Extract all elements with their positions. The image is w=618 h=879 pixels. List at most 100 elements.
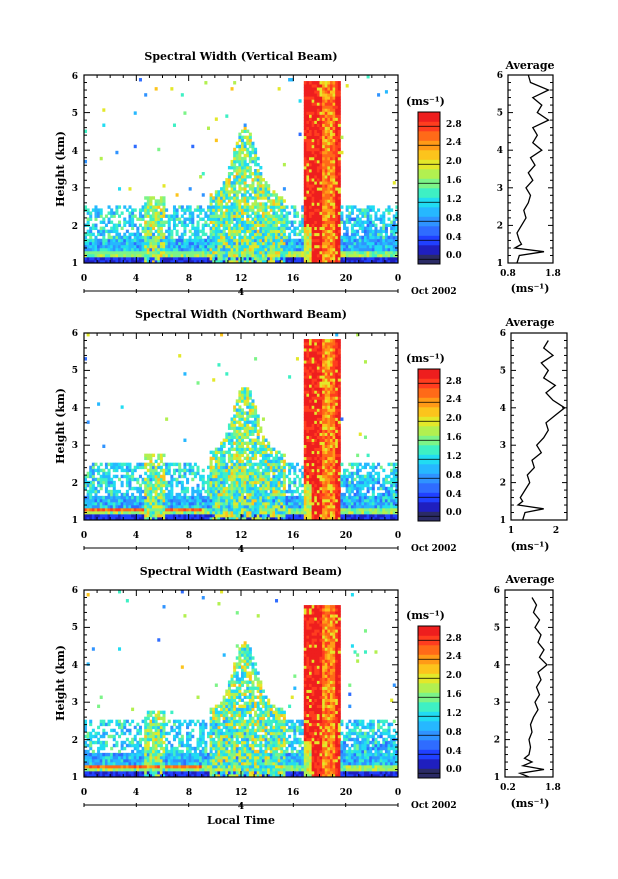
heatmap-cell — [338, 178, 341, 181]
heatmap-cell — [325, 254, 328, 257]
heatmap-cell — [312, 445, 315, 448]
heatmap-cell — [299, 224, 302, 227]
heatmap-cell — [312, 224, 315, 227]
heatmap-cell — [233, 211, 236, 214]
heatmap-cell — [155, 242, 158, 245]
heatmap-cell — [249, 230, 252, 233]
heatmap-cell — [189, 221, 192, 224]
heatmap-cell — [170, 505, 173, 508]
heatmap-cell — [267, 193, 270, 196]
heatmap-cell — [283, 466, 286, 469]
heatmap-cell — [338, 172, 341, 175]
heatmap-cell — [327, 136, 330, 139]
heatmap-cell — [335, 142, 338, 145]
heatmap-cell — [223, 233, 226, 236]
heatmap-cell — [165, 469, 168, 472]
heatmap-cell — [385, 239, 388, 242]
heatmap-cell — [312, 127, 315, 130]
heatmap-cell — [142, 245, 145, 248]
heatmap-cell — [210, 193, 213, 196]
heatmap-cell — [320, 102, 323, 105]
heatmap-cell — [309, 172, 312, 175]
heatmap-cell — [304, 399, 307, 402]
heatmap-cell — [121, 254, 124, 257]
heatmap-cell — [377, 248, 380, 251]
heatmap-cell — [246, 236, 249, 239]
heatmap-cell — [244, 172, 247, 175]
heatmap-cell — [238, 502, 241, 505]
heatmap-cell — [346, 227, 349, 230]
heatmap-cell — [113, 487, 116, 490]
heatmap-cell — [301, 514, 304, 517]
heatmap-cell — [304, 381, 307, 384]
heatmap-cell — [163, 245, 166, 248]
heatmap-cell — [186, 248, 189, 251]
heatmap-cell — [113, 481, 116, 484]
heatmap-cell — [322, 184, 325, 187]
heatmap-cell — [262, 472, 265, 475]
heatmap-cell — [110, 230, 113, 233]
heatmap-cell — [278, 205, 281, 208]
heatmap-cell — [142, 496, 145, 499]
heatmap-cell — [197, 224, 200, 227]
heatmap-cell — [142, 251, 145, 254]
heatmap-cell — [306, 84, 309, 87]
heatmap-cell — [265, 478, 268, 481]
heatmap-cell — [97, 481, 100, 484]
heatmap-cell — [228, 214, 231, 217]
heatmap-cell — [327, 166, 330, 169]
heatmap-cell — [244, 433, 247, 436]
heatmap-cell — [199, 511, 202, 514]
heatmap-cell — [157, 457, 160, 460]
heatmap-cell — [306, 245, 309, 248]
heatmap-cell — [207, 239, 210, 242]
heatmap-cell — [304, 136, 307, 139]
x-tick-label: 20 — [340, 274, 353, 284]
heatmap-cell — [343, 242, 346, 245]
heatmap-cell — [314, 90, 317, 93]
heatmap-cell — [325, 96, 328, 99]
heatmap-cell — [291, 254, 294, 257]
colorbar-tick-label: 2.0 — [446, 157, 462, 167]
heatmap-cell — [238, 436, 241, 439]
heatmap-cell — [160, 236, 163, 239]
heatmap-cell — [272, 199, 275, 202]
heatmap-cell — [251, 411, 254, 414]
heatmap-cell — [304, 481, 307, 484]
heatmap-cell — [320, 87, 323, 90]
heatmap-cell — [251, 451, 254, 454]
heatmap-cell — [139, 484, 142, 487]
heatmap-cell — [108, 472, 111, 475]
heatmap-cell — [356, 248, 359, 251]
heatmap-cell — [288, 254, 291, 257]
heatmap-cell — [115, 496, 118, 499]
heatmap-cell — [254, 224, 257, 227]
heatmap-cell — [254, 245, 257, 248]
heatmap-cell — [306, 369, 309, 372]
heatmap-cell — [330, 151, 333, 154]
heatmap-cell — [254, 490, 257, 493]
heatmap-cell — [157, 251, 160, 254]
heatmap-cell — [254, 357, 257, 360]
heatmap-cell — [115, 251, 118, 254]
heatmap-cell — [335, 196, 338, 199]
heatmap-cell — [296, 239, 299, 242]
heatmap-cell — [197, 472, 200, 475]
heatmap-cell — [108, 251, 111, 254]
heatmap-cell — [251, 142, 254, 145]
heatmap-cell — [327, 233, 330, 236]
heatmap-cell — [157, 493, 160, 496]
heatmap-cell — [272, 211, 275, 214]
heatmap-cell — [178, 508, 181, 511]
heatmap-cell — [304, 187, 307, 190]
heatmap-cell — [380, 254, 383, 257]
heatmap-cell — [118, 490, 121, 493]
heatmap-cell — [320, 169, 323, 172]
heatmap-cell — [254, 199, 257, 202]
heatmap-cell — [299, 221, 302, 224]
heatmap-cell — [309, 169, 312, 172]
heatmap-cell — [262, 248, 265, 251]
heatmap-cell — [257, 493, 260, 496]
heatmap-cell — [304, 130, 307, 133]
heatmap-cell — [131, 208, 134, 211]
